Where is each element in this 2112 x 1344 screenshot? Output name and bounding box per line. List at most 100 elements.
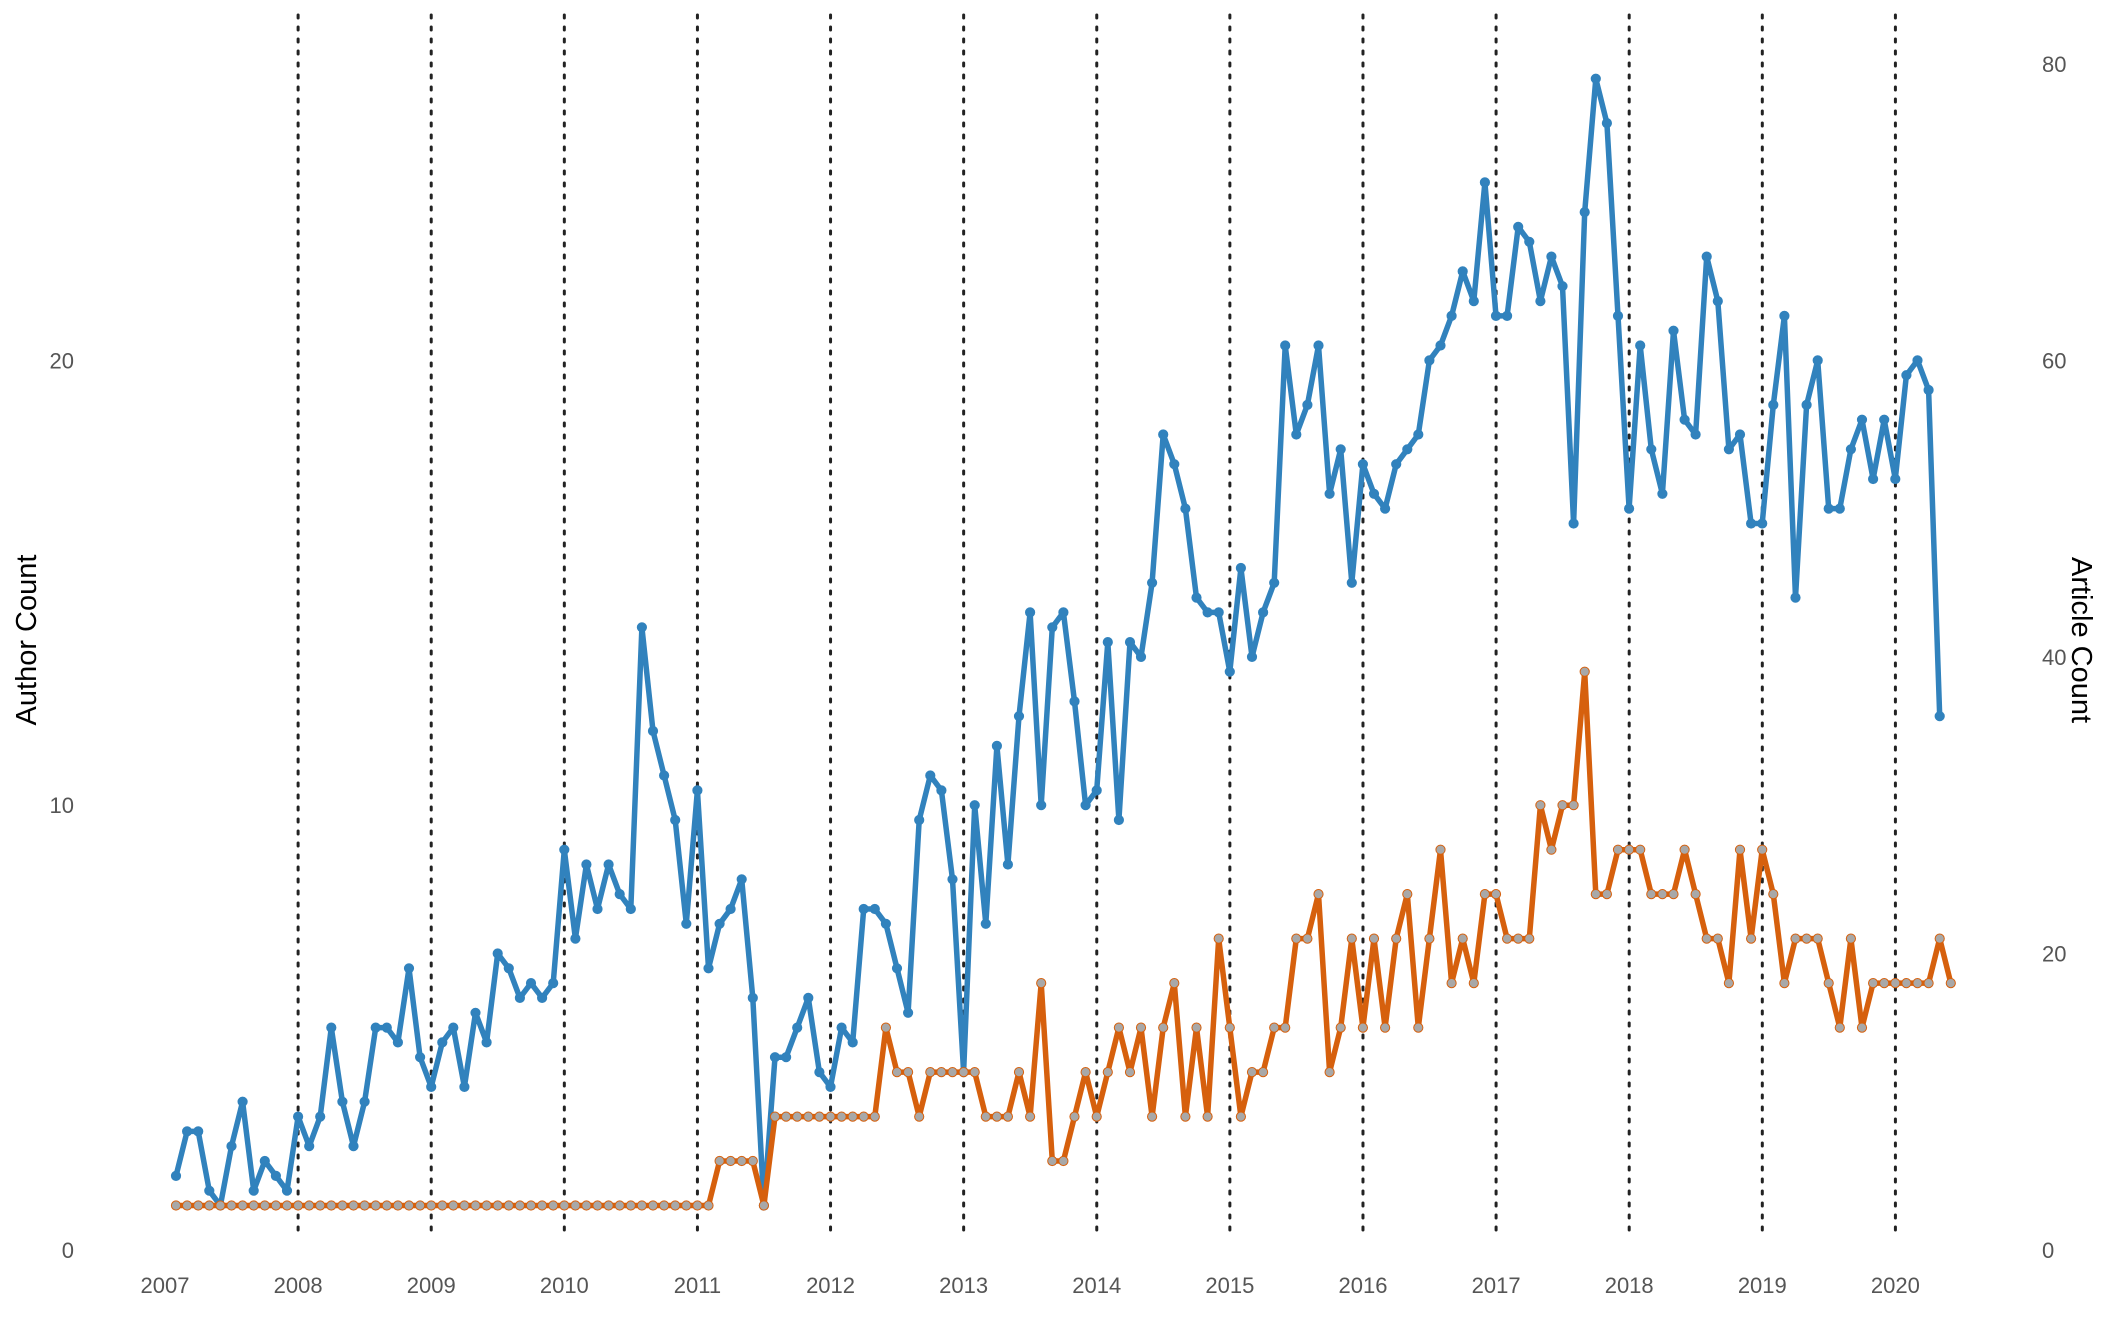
data-point xyxy=(1813,356,1822,365)
data-point xyxy=(360,1097,369,1106)
data-point xyxy=(726,1156,735,1165)
data-point xyxy=(1381,1023,1390,1032)
data-point xyxy=(726,904,735,913)
series-author-count xyxy=(171,667,1955,1210)
data-point xyxy=(438,1201,447,1210)
data-point xyxy=(371,1201,380,1210)
data-point xyxy=(1480,890,1489,899)
data-point xyxy=(504,1201,513,1210)
data-point xyxy=(549,979,558,988)
data-point xyxy=(1048,1156,1057,1165)
data-point xyxy=(1259,608,1268,617)
data-point xyxy=(1425,356,1434,365)
data-point xyxy=(1203,608,1212,617)
data-point xyxy=(1735,845,1744,854)
data-point xyxy=(1347,578,1356,587)
data-point xyxy=(404,1201,413,1210)
data-point xyxy=(471,1201,480,1210)
data-point xyxy=(1636,341,1645,350)
data-point xyxy=(1536,801,1545,810)
data-point xyxy=(460,1201,469,1210)
data-point xyxy=(1536,297,1545,306)
data-point xyxy=(737,875,746,884)
data-point xyxy=(1436,845,1445,854)
data-point xyxy=(793,1112,802,1121)
data-point xyxy=(260,1156,269,1165)
data-point xyxy=(205,1186,214,1195)
data-point xyxy=(1292,934,1301,943)
data-point xyxy=(815,1068,824,1077)
data-point xyxy=(1813,934,1822,943)
data-point xyxy=(194,1201,203,1210)
data-point xyxy=(1558,282,1567,291)
data-point xyxy=(881,1023,890,1032)
data-point xyxy=(1647,445,1656,454)
data-point xyxy=(1392,934,1401,943)
data-point xyxy=(848,1112,857,1121)
data-point xyxy=(404,964,413,973)
data-point xyxy=(1935,712,1944,721)
data-point xyxy=(826,1082,835,1091)
data-point xyxy=(1514,222,1523,231)
x-tick-label: 2019 xyxy=(1738,1273,1787,1298)
data-point xyxy=(1769,400,1778,409)
data-point xyxy=(1014,712,1023,721)
data-point xyxy=(471,1008,480,1017)
data-point xyxy=(1247,652,1256,661)
data-point xyxy=(1625,504,1634,513)
data-point xyxy=(282,1186,291,1195)
data-point xyxy=(1758,845,1767,854)
data-point xyxy=(560,845,569,854)
data-point xyxy=(1625,845,1634,854)
data-point xyxy=(671,1201,680,1210)
data-point xyxy=(1913,356,1922,365)
data-point xyxy=(1081,801,1090,810)
data-point xyxy=(881,919,890,928)
data-point xyxy=(282,1201,291,1210)
data-point xyxy=(1369,934,1378,943)
data-point xyxy=(249,1186,258,1195)
data-point xyxy=(1336,445,1345,454)
data-point xyxy=(1924,979,1933,988)
data-point xyxy=(1469,979,1478,988)
data-point xyxy=(926,771,935,780)
data-point xyxy=(1636,845,1645,854)
data-point xyxy=(1780,979,1789,988)
data-point xyxy=(715,919,724,928)
data-point xyxy=(948,1068,957,1077)
data-point xyxy=(1891,979,1900,988)
data-point xyxy=(1824,979,1833,988)
data-point xyxy=(660,771,669,780)
data-point xyxy=(1469,297,1478,306)
data-point xyxy=(549,1201,558,1210)
data-point xyxy=(1702,252,1711,261)
data-point xyxy=(582,860,591,869)
data-point xyxy=(1935,934,1944,943)
data-point xyxy=(238,1201,247,1210)
data-point xyxy=(1303,934,1312,943)
data-point xyxy=(1680,845,1689,854)
data-point xyxy=(1125,1068,1134,1077)
data-point xyxy=(1270,578,1279,587)
data-point xyxy=(1192,593,1201,602)
data-point xyxy=(1225,1023,1234,1032)
data-point xyxy=(1946,979,1955,988)
data-point xyxy=(915,815,924,824)
data-point xyxy=(1358,1023,1367,1032)
data-point xyxy=(970,1068,979,1077)
data-point xyxy=(171,1201,180,1210)
data-point xyxy=(1580,208,1589,217)
data-point xyxy=(1214,608,1223,617)
data-point xyxy=(1747,519,1756,528)
data-point xyxy=(992,1112,1001,1121)
data-point xyxy=(571,1201,580,1210)
y-tick-label-right: 20 xyxy=(2042,941,2066,966)
data-point xyxy=(1547,845,1556,854)
data-point xyxy=(1769,890,1778,899)
data-point xyxy=(1857,1023,1866,1032)
data-point xyxy=(1647,890,1656,899)
data-point xyxy=(915,1112,924,1121)
data-point xyxy=(338,1097,347,1106)
data-point xyxy=(216,1201,225,1210)
data-point xyxy=(1503,934,1512,943)
